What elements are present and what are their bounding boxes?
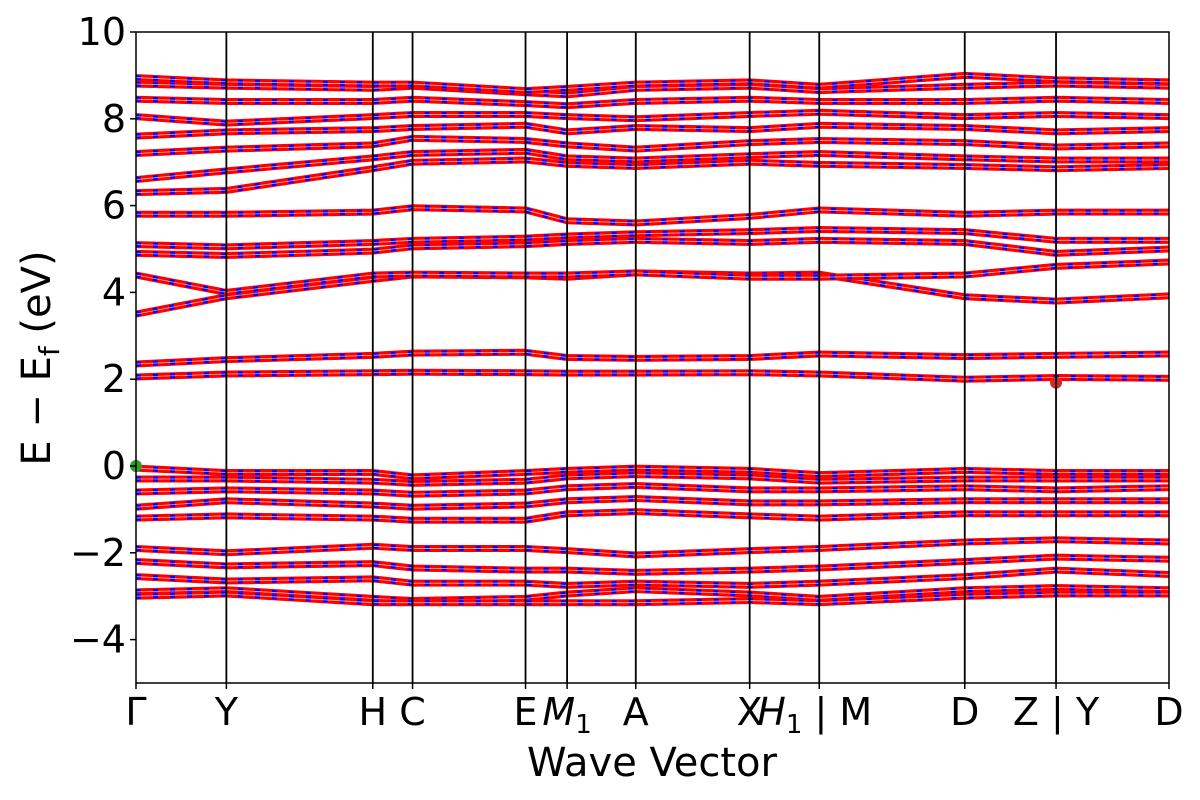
band-24-highlight [135,587,1170,601]
band-3-projection [135,270,1170,317]
y-axis-label-unit: (eV) [14,250,60,346]
y-axis-label: E − Ef (eV) [14,250,66,465]
band-9-highlight [135,150,1169,180]
x-tick-label: H [358,690,387,734]
y-tick-label: 4 [102,270,126,314]
band-14-highlight [135,83,1170,96]
x-tick-label: Γ [125,690,146,734]
band-4 [135,258,1170,296]
band-lines [135,71,1170,607]
y-tick-label: 10 [78,10,126,54]
band-3-highlight [135,272,1170,315]
band-3 [135,269,1170,318]
x-axis-ticks: Γ Y H C E M1 A XH1 | M D Z | Y D [125,683,1184,740]
band-1-highlight [135,371,1170,380]
x-axis-label: Wave Vector [527,740,778,786]
band-18-highlight [135,485,1170,495]
band-21 [135,536,1170,559]
y-tick-label: 8 [102,97,126,141]
y-axis-ticks: −4 −2 0 2 4 6 8 10 [70,10,136,662]
x-tick-label: D [950,690,979,734]
x-tick-label: E [514,690,538,734]
band-2-highlight [135,351,1170,365]
band-16-highlight [135,467,1169,478]
band-17-highlight [136,474,1169,484]
y-tick-label: 2 [102,357,126,401]
x-tick-label: H1 | M [757,690,872,740]
band-8-highlight [135,159,1170,193]
band-20-highlight [135,511,1169,521]
y-tick-label: 0 [102,444,126,488]
x-tick-label: Y [214,690,239,734]
y-axis-label-main: E − E [14,356,60,466]
x-tick-label: C [399,690,426,734]
band-7-highlight [136,207,1169,224]
band-13-highlight [135,98,1170,107]
band-25-highlight [135,593,1169,604]
x-tick-label: M1 [542,690,591,740]
band-22-highlight [135,556,1170,573]
band-11-highlight [135,124,1170,137]
plot-area [130,31,1170,684]
high-symmetry-lines [225,32,1057,683]
x-tick-label: D [1154,690,1183,734]
band-23-highlight [135,569,1170,586]
band-6-highlight [135,229,1169,248]
y-tick-label: 6 [102,184,126,228]
band-12-highlight [135,111,1170,124]
y-tick-label: −2 [70,531,126,575]
band-21-highlight [135,539,1170,556]
band-10-highlight [135,137,1170,154]
x-tick-label: Z | Y [1013,690,1100,735]
x-tick-label: A [623,690,649,734]
extrema-markers [130,376,1063,472]
x-tick-label: X [737,690,763,734]
y-tick-label: −4 [70,618,126,662]
band-4-highlight [135,261,1170,293]
band-5-highlight [135,239,1170,256]
band-15-highlight [135,74,1170,91]
axes-frame [135,31,1170,684]
band-19-highlight [135,498,1169,508]
y-axis-label-subscript: f [33,345,66,356]
